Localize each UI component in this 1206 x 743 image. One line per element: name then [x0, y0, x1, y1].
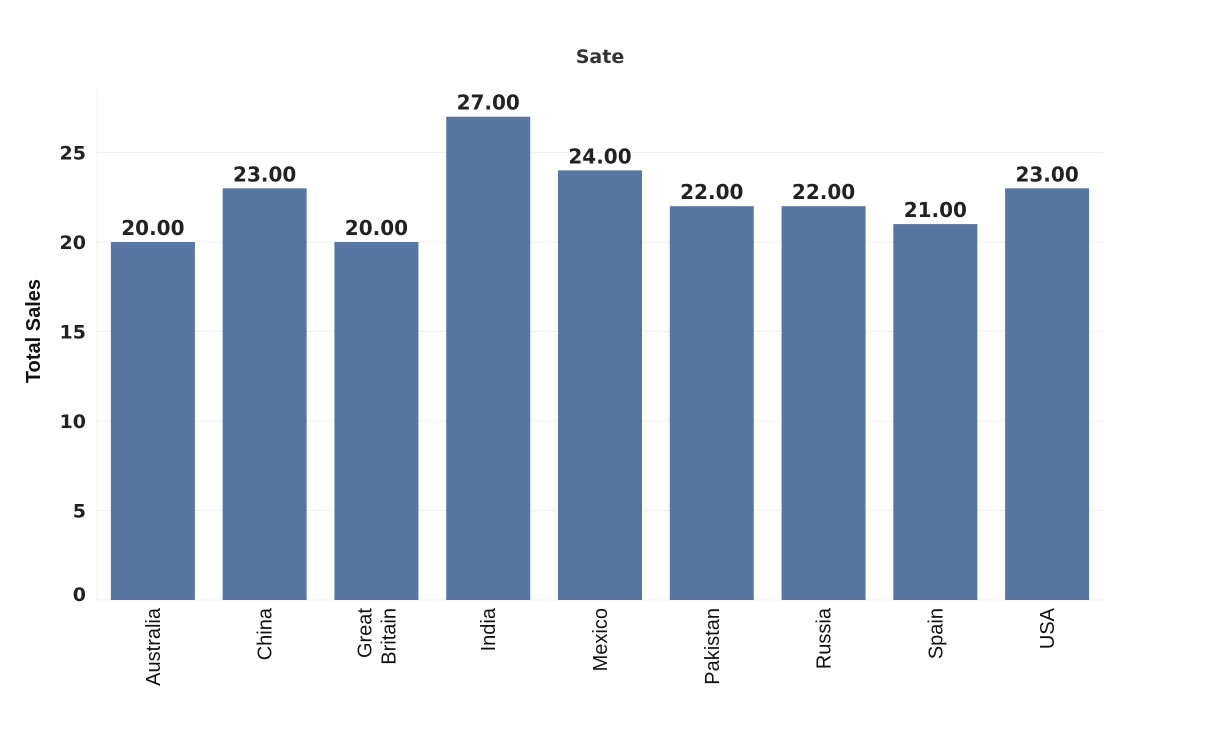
y-tick-label: 20 — [60, 232, 86, 254]
y-tick-label: 10 — [60, 411, 86, 433]
y-tick-label: 5 — [73, 501, 86, 523]
y-tick-label: 15 — [60, 322, 86, 344]
bar — [669, 206, 754, 600]
data-label: 20.00 — [345, 216, 408, 240]
bar — [1005, 188, 1090, 601]
x-tick-label: Great Britain — [354, 608, 400, 665]
x-tick-label: Russia — [814, 607, 836, 669]
data-label: 24.00 — [568, 144, 631, 168]
x-tick-text: Mexico — [590, 608, 612, 671]
data-label: 23.00 — [1015, 162, 1078, 186]
x-tick-label: India — [478, 607, 500, 651]
x-tick-text: India — [478, 607, 500, 651]
x-tick-label: Mexico — [590, 608, 612, 671]
x-tick-text: USA — [1037, 607, 1059, 649]
chart-title: Sate — [576, 46, 624, 68]
x-tick-label: USA — [1037, 607, 1059, 649]
bar — [222, 188, 307, 601]
x-tick-text: Pakistan — [702, 608, 724, 685]
data-label: 22.00 — [680, 180, 743, 204]
data-label: 22.00 — [792, 180, 855, 204]
bars — [110, 116, 1090, 601]
x-tick-label: China — [255, 607, 277, 660]
y-axis-label: Total Sales — [23, 279, 45, 383]
data-label: 23.00 — [233, 162, 296, 186]
bar — [334, 242, 419, 600]
bar — [446, 116, 531, 600]
bar — [110, 242, 195, 600]
y-tick-label: 0 — [73, 584, 86, 606]
data-labels: 20.00 23.00 20.00 27.00 24.00 22.00 22.00 21.00… — [121, 91, 1078, 240]
x-axis-ticks: Australia China Great Britain India Mexico Pak… — [143, 607, 1059, 686]
x-tick-text: Great — [354, 608, 376, 658]
x-tick-text: China — [255, 607, 277, 660]
x-tick-label: Australia — [143, 607, 165, 686]
y-axis-ticks: 0 5 10 15 20 25 — [60, 143, 86, 607]
y-tick-label: 25 — [60, 143, 86, 165]
data-label: 27.00 — [457, 91, 520, 115]
x-tick-label: Spain — [925, 608, 947, 659]
data-label: 20.00 — [121, 216, 184, 240]
data-label: 21.00 — [904, 198, 967, 222]
x-tick-text: Spain — [925, 608, 947, 659]
bar — [781, 206, 866, 600]
x-tick-text: Britain — [378, 608, 400, 665]
x-tick-text: Russia — [814, 607, 836, 669]
bar — [558, 170, 642, 600]
bar — [893, 224, 978, 600]
x-tick-label: Pakistan — [702, 608, 724, 685]
x-tick-text: Australia — [143, 607, 165, 686]
